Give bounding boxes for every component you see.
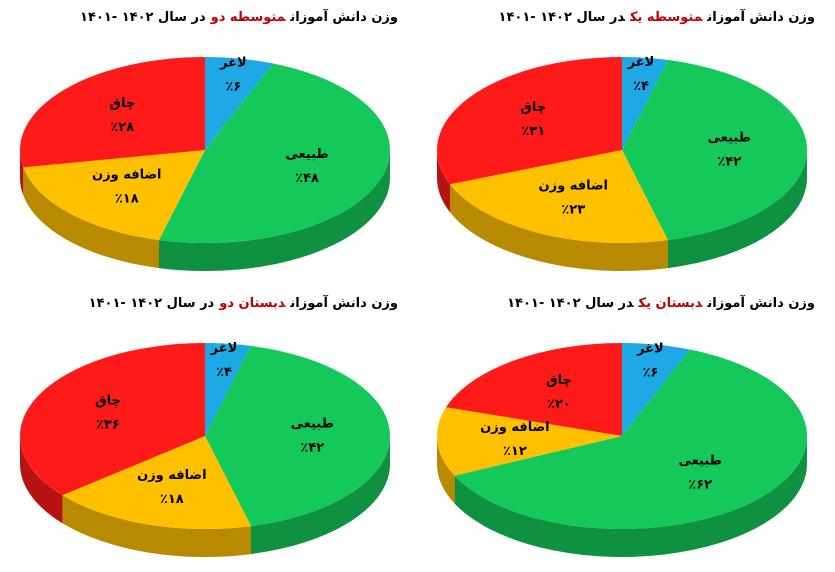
slice-side	[62, 495, 252, 557]
chart-title: وزن دانش آموزان متوسطه دو در سال ۱۴۰۲ -۱۴۰…	[8, 10, 398, 25]
slice	[62, 436, 252, 529]
category-label: لاغر	[210, 341, 238, 356]
title-part: در سال ۱۴۰۲ -۱۴۰۱	[498, 10, 625, 25]
category-label: لاغر	[219, 56, 247, 71]
value-label: ٪۱۸	[115, 191, 139, 206]
title-part: در سال ۱۴۰۲ -۱۴۰۱	[507, 296, 634, 311]
category-label: چاق	[95, 394, 121, 409]
chart-title: وزن دانش آموزان دبستان یک در سال ۱۴۰۲ -۱۴۰…	[425, 296, 815, 311]
category-label: طبیعی	[285, 147, 328, 162]
slice	[437, 407, 622, 476]
slice	[205, 57, 274, 150]
title-part: وزن دانش آموزان	[290, 296, 398, 311]
category-label: طبیعی	[679, 453, 722, 468]
category-label: اضافه وزن	[539, 179, 608, 194]
value-label: ٪۴۲	[717, 155, 741, 170]
category-label: لاغر	[636, 342, 664, 357]
title-part: متوسطه یک	[629, 10, 703, 25]
slice-side	[251, 436, 390, 555]
slice-side	[454, 436, 807, 557]
value-label: ٪۶	[642, 366, 658, 381]
value-label: ٪۳۶	[96, 418, 120, 433]
slice-side	[449, 184, 669, 271]
slice-side	[437, 150, 450, 213]
category-label: اضافه وزن	[92, 167, 161, 182]
value-label: ٪۳۱	[521, 124, 545, 139]
category-label: لاغر	[627, 55, 655, 70]
slice	[449, 150, 669, 243]
category-label: طبیعی	[291, 417, 334, 432]
category-label: اضافه وزن	[137, 468, 206, 483]
slice	[23, 150, 206, 241]
chart-title: وزن دانش آموزان متوسطه یک در سال ۱۴۰۲ -۱۴۰…	[425, 10, 815, 25]
value-label: ٪۴	[216, 365, 232, 380]
slice-side	[668, 150, 807, 269]
title-part: وزن دانش آموزان	[707, 10, 815, 25]
slice	[158, 63, 391, 244]
value-label: ٪۴	[633, 79, 649, 94]
slice-side	[437, 436, 455, 504]
value-label: ٪۴۲	[300, 441, 324, 456]
title-part: وزن دانش آموزان	[707, 296, 815, 311]
slice-side	[158, 150, 390, 271]
slice-side	[19, 436, 63, 524]
slice	[19, 57, 206, 168]
title-part: در سال ۱۴۰۲ -۱۴۰۱	[80, 10, 206, 25]
value-label: ٪۴۸	[295, 171, 319, 186]
value-label: ٪۲۸	[110, 120, 134, 135]
category-label: چاق	[546, 373, 572, 388]
title-part: دبستان یک	[638, 296, 703, 311]
slice	[622, 57, 669, 150]
slice	[205, 343, 252, 436]
slice	[437, 57, 622, 185]
value-label: ٪۲۳	[561, 203, 585, 218]
value-label: ٪۱۸	[160, 492, 184, 507]
value-label: ٪۶۲	[688, 477, 712, 492]
title-part: وزن دانش آموزان	[290, 10, 398, 25]
slice	[454, 349, 807, 530]
value-label: ٪۱۲	[503, 444, 527, 459]
slice	[205, 345, 391, 527]
slice-side	[23, 167, 159, 269]
slice	[622, 59, 808, 241]
slice	[622, 343, 691, 436]
category-label: طبیعی	[708, 131, 751, 146]
slice	[446, 343, 622, 436]
category-label: چاق	[520, 100, 546, 115]
slice-side	[20, 150, 24, 196]
title-part: در سال ۱۴۰۲ -۱۴۰۱	[88, 296, 215, 311]
chart-title: وزن دانش آموزان دبستان دو در سال ۱۴۰۲ -۱۴۰…	[8, 296, 398, 311]
value-label: ٪۲۰	[547, 397, 571, 412]
slice	[20, 343, 206, 496]
title-part: متوسطه دو	[210, 10, 286, 25]
category-label: چاق	[109, 96, 135, 111]
title-part: دبستان دو	[219, 296, 286, 311]
value-label: ٪۶	[225, 80, 241, 95]
category-label: اضافه وزن	[480, 420, 549, 435]
